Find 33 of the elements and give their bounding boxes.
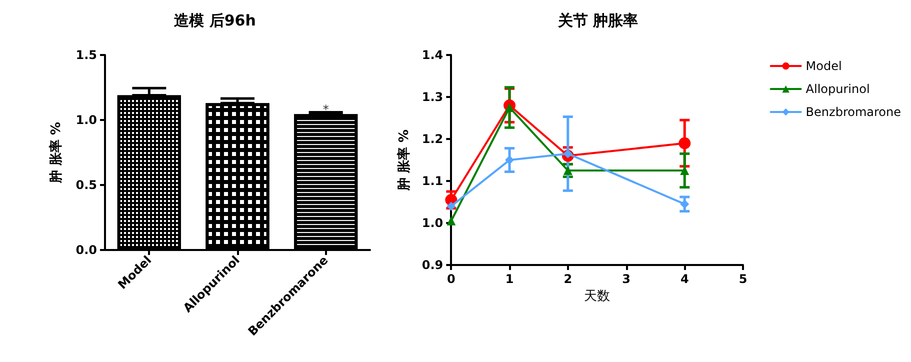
y-tick-label: 1.0 — [422, 216, 444, 230]
chart-title: 造模 后96h — [173, 12, 256, 30]
chart-title: 关节 肿胀率 — [556, 12, 638, 30]
legend-label: Allopurinol — [806, 82, 870, 96]
point — [563, 149, 572, 158]
y-tick-label: 1.3 — [422, 90, 444, 104]
y-tick-label: 0.0 — [76, 243, 97, 257]
point — [563, 166, 572, 175]
y-tick-label: 1.2 — [422, 132, 444, 146]
legend-label: Model — [806, 59, 842, 73]
y-tick-label: 1.4 — [422, 48, 444, 62]
x-tick-label: 4 — [680, 272, 689, 286]
y-axis-title: 肿 胀率 % — [396, 129, 412, 192]
point — [680, 200, 690, 209]
x-tick-label: 1 — [505, 272, 514, 286]
y-tick-label: 1.1 — [422, 174, 444, 188]
y-tick-label: 0.5 — [76, 178, 97, 192]
x-tick-label: 2 — [564, 272, 572, 286]
y-tick-label: 1.0 — [76, 113, 97, 127]
x-tick-label: 0 — [446, 272, 456, 286]
point — [446, 216, 456, 226]
y-tick-label: 1.5 — [76, 48, 97, 62]
annotation: * — [322, 102, 329, 117]
point — [505, 103, 514, 112]
x-tick-label: 5 — [738, 272, 748, 286]
x-axis-title: 天数 — [584, 288, 610, 304]
legend-label: Benzbromarone — [806, 105, 902, 119]
y-axis-title: 肿 胀率 % — [48, 122, 64, 184]
y-tick-label: 0.9 — [422, 258, 444, 272]
x-tick-label: 3 — [622, 272, 630, 286]
point — [505, 156, 514, 164]
point — [678, 137, 691, 150]
point — [446, 202, 456, 211]
